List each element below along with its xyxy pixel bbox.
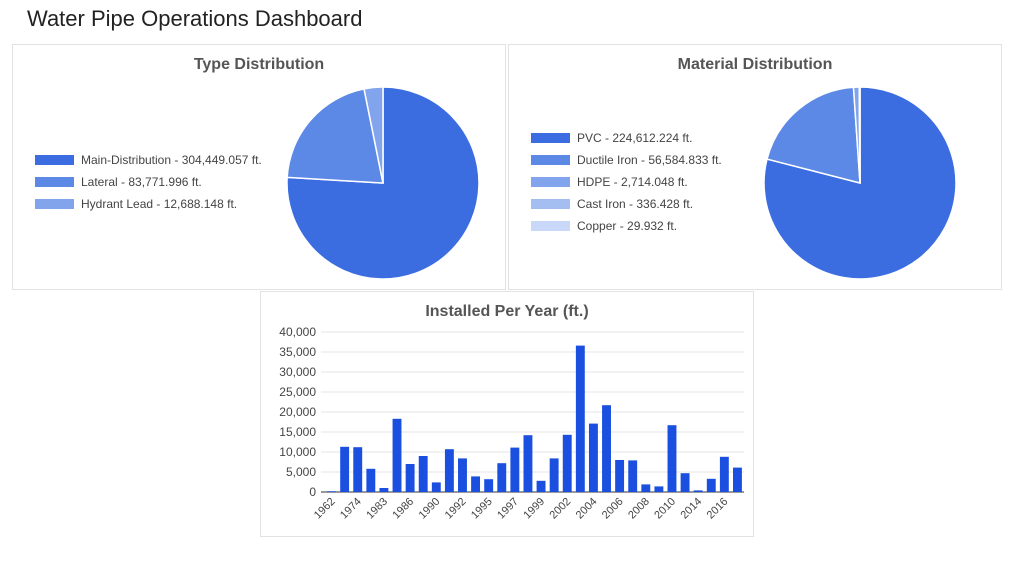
legend-swatch <box>35 199 74 209</box>
bar-1999[interactable] <box>536 480 546 492</box>
legend-label: HDPE - 2,714.048 ft. <box>577 175 688 189</box>
x-tick-label: 1995 <box>469 496 495 522</box>
legend-item-ductile-iron[interactable]: Ductile Iron - 56,584.833 ft. <box>531 153 722 167</box>
legend-item-main-distribution[interactable]: Main-Distribution - 304,449.057 ft. <box>35 153 262 167</box>
bar-1988[interactable] <box>418 456 428 492</box>
material-distribution-panel: Material Distribution PVC - 224,612.224 … <box>508 44 1002 290</box>
installed-per-year-bar-chart: 0 5,000 10,000 15,000 20,000 25,000 30,000 35,0… <box>279 325 744 522</box>
type-distribution-panel: Type Distribution Main-Distribution - 30… <box>12 44 506 290</box>
x-tick-label: 1990 <box>417 496 443 522</box>
legend-swatch <box>531 155 570 165</box>
legend-item-hydrant-lead[interactable]: Hydrant Lead - 12,688.148 ft. <box>35 197 237 211</box>
bar-2001[interactable] <box>549 458 559 492</box>
bar-2012[interactable] <box>680 473 690 492</box>
bar-1976[interactable] <box>366 468 376 492</box>
bar-2003[interactable] <box>575 345 585 492</box>
material-slice-pvc[interactable] <box>763 86 957 280</box>
legend-item-pvc[interactable]: PVC - 224,612.224 ft. <box>531 131 692 145</box>
material-slice-ductile-iron[interactable] <box>766 86 861 184</box>
legend-item-hdpe[interactable]: HDPE - 2,714.048 ft. <box>531 175 688 189</box>
bar-2006[interactable] <box>615 460 625 492</box>
x-tick-label: 2002 <box>548 496 574 522</box>
type-pie-chart <box>286 86 480 280</box>
y-tick-label: 30,000 <box>279 365 316 379</box>
bar-2014[interactable] <box>693 490 703 492</box>
bar-2007[interactable] <box>628 460 638 492</box>
bar-1983[interactable] <box>379 488 389 492</box>
x-tick-label: 2004 <box>574 496 600 522</box>
x-tick-label: 1974 <box>338 496 364 522</box>
y-tick-label: 35,000 <box>279 345 316 359</box>
legend-swatch <box>35 177 74 187</box>
bar-1998[interactable] <box>523 435 533 492</box>
bar-1984[interactable] <box>392 418 402 492</box>
x-tick-label: 1983 <box>364 496 390 522</box>
legend-label: Main-Distribution - 304,449.057 ft. <box>81 153 262 167</box>
bar-1994[interactable] <box>471 476 481 492</box>
bar-2008[interactable] <box>641 484 651 492</box>
material-distribution-title: Material Distribution <box>677 56 833 73</box>
installed-per-year-title: Installed Per Year (ft.) <box>425 303 589 320</box>
type-distribution-title: Type Distribution <box>193 56 325 73</box>
y-tick-label: 15,000 <box>279 425 316 439</box>
bar-2004[interactable] <box>588 423 598 492</box>
bar-2002[interactable] <box>562 434 572 492</box>
bar-2005[interactable] <box>602 405 611 492</box>
legend-label: PVC - 224,612.224 ft. <box>577 131 693 145</box>
bar-1962[interactable] <box>327 491 336 492</box>
y-tick-label: 25,000 <box>279 385 316 399</box>
legend-item-lateral[interactable]: Lateral - 83,771.996 ft. <box>35 175 202 189</box>
x-tick-label: 2006 <box>600 496 626 522</box>
legend-item-cast-iron[interactable]: Cast Iron - 336.428 ft. <box>531 197 693 211</box>
legend-label: Cast Iron - 336.428 ft. <box>577 197 694 211</box>
bar-1997[interactable] <box>510 447 520 492</box>
x-tick-label: 2014 <box>678 496 704 522</box>
legend-label: Ductile Iron - 56,584.833 ft. <box>577 153 722 167</box>
bar-1991[interactable] <box>444 449 454 492</box>
x-tick-label: 1992 <box>443 496 469 522</box>
x-tick-label: 1962 <box>312 496 338 522</box>
legend-swatch <box>531 221 570 231</box>
y-tick-label: 40,000 <box>279 325 316 339</box>
bar-1992[interactable] <box>458 458 467 492</box>
type-slice-hydrant-lead[interactable] <box>363 86 384 184</box>
bar-1995[interactable] <box>484 479 494 492</box>
bar-1986[interactable] <box>405 464 415 492</box>
page-title: Water Pipe Operations Dashboard <box>27 6 363 31</box>
bar-1971[interactable] <box>340 446 350 492</box>
x-tick-label: 1986 <box>390 496 416 522</box>
legend-label: Copper - 29.932 ft. <box>577 219 678 233</box>
legend-label: Hydrant Lead - 12,688.148 ft. <box>81 197 238 211</box>
bar-2010[interactable] <box>667 425 677 492</box>
x-tick-label: 1999 <box>521 496 547 522</box>
type-slice-lateral[interactable] <box>286 88 384 184</box>
x-tick-label: 2010 <box>652 496 678 522</box>
legend-swatch <box>531 177 570 187</box>
legend-item-copper[interactable]: Copper - 29.932 ft. <box>531 219 677 233</box>
legend-swatch <box>531 133 570 143</box>
x-tick-label: 2016 <box>705 496 731 522</box>
y-tick-label: 20,000 <box>279 405 316 419</box>
bar-2015[interactable] <box>706 478 716 492</box>
legend-swatch <box>531 199 570 209</box>
bar-2016[interactable] <box>719 456 729 492</box>
x-tick-label: 2008 <box>626 496 652 522</box>
x-tick-label: 1997 <box>495 496 521 522</box>
bar-2009[interactable] <box>654 486 664 492</box>
y-tick-label: 5,000 <box>286 465 316 479</box>
material-pie-chart <box>763 86 957 280</box>
y-tick-label: 0 <box>309 485 316 499</box>
y-tick-label: 10,000 <box>279 445 316 459</box>
legend-swatch <box>35 155 74 165</box>
bar-2017[interactable] <box>733 467 742 492</box>
installed-per-year-panel: Installed Per Year (ft.) 0 5,000 10,000 15,… <box>260 291 754 537</box>
legend-label: Lateral - 83,771.996 ft. <box>81 175 202 189</box>
bar-1990[interactable] <box>431 482 441 492</box>
bar-1974[interactable] <box>353 447 363 492</box>
bar-1996[interactable] <box>497 463 507 492</box>
